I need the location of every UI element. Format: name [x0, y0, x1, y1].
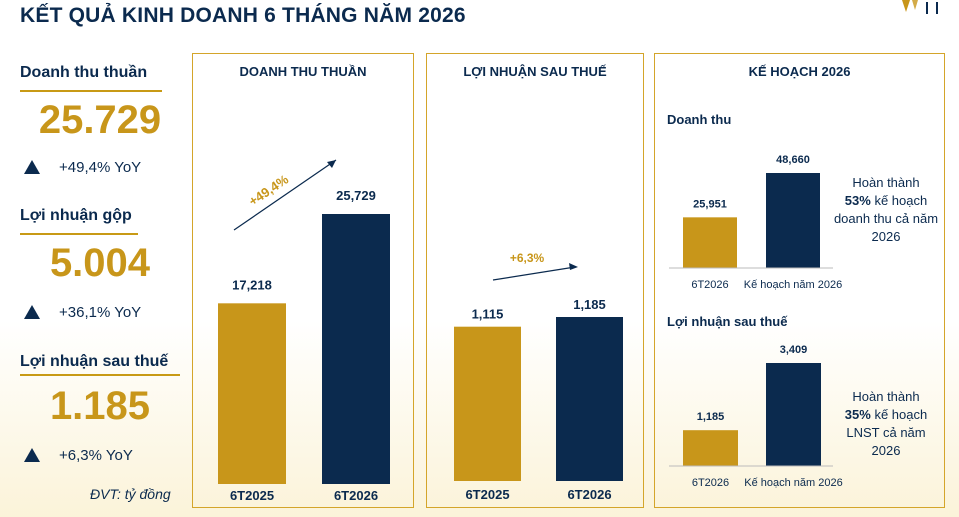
category-label: 6T2026: [334, 488, 378, 503]
category-label: 6T2026: [567, 487, 611, 502]
panel-title: DOANH THU THUẦN: [239, 64, 367, 79]
growth-arrow-line: [233, 159, 337, 231]
bar: [556, 317, 623, 481]
kpi-yoy: +6,3% YoY: [59, 447, 133, 464]
growth-annotation: +6,3%: [510, 251, 545, 265]
revenue-chart: 17,218 6T2025 25,729 6T2026 +49,4%: [218, 159, 390, 503]
kpi-value: 25.729: [38, 98, 162, 142]
note-pre: Hoàn thành: [852, 389, 920, 404]
category-label: 6T2026: [691, 279, 728, 291]
panel-net-profit: LỢI NHUẬN SAU THUẾ 1,115 6T2025 1,185 6T202…: [426, 53, 644, 508]
arrow-head-icon: [327, 160, 336, 168]
bar-value-label: 25,951: [693, 198, 727, 210]
kpi-yoy: +49,4% YoY: [59, 159, 142, 176]
plan-revenue-note: Hoàn thành 53% kế hoạch doanh thu cả năm…: [831, 174, 941, 246]
kpi-label: Lợi nhuận sau thuế: [20, 353, 169, 370]
company-logo: [902, 0, 938, 14]
kpi-value: 5.004: [49, 241, 151, 285]
panel-title: LỢI NHUẬN SAU THUẾ: [463, 64, 607, 79]
bar-value-label: 25,729: [336, 188, 376, 203]
plan-revenue-title: Doanh thu: [667, 112, 732, 127]
plan-profit-title: Lợi nhuận sau thuế: [667, 314, 788, 329]
bar: [683, 430, 738, 466]
bar-value-label: 17,218: [232, 277, 272, 292]
note-pct: 35%: [844, 407, 871, 422]
category-label: 6T2025: [465, 487, 509, 502]
kpi-label: Lợi nhuận gộp: [20, 207, 132, 224]
plan-profit-note: Hoàn thành 35% kế hoạch LNST cả năm 2026: [831, 388, 941, 460]
panel-revenue: DOANH THU THUẦN 17,218 6T2025 25,729 6T2026…: [192, 53, 414, 508]
note-pct: 53%: [844, 193, 871, 208]
plan-revenue-chart: 25,951 6T2026 48,660 Kế hoạch năm 2026: [669, 154, 842, 291]
bar-value-label: 1,115: [472, 307, 504, 322]
arrow-head-icon: [569, 263, 578, 270]
kpi-value: 1.185: [49, 384, 151, 428]
up-triangle-icon: [24, 305, 40, 319]
category-label: Kế hoạch năm 2026: [744, 279, 842, 291]
bar: [766, 173, 820, 268]
note-post: kế hoạch LNST cả năm 2026: [846, 407, 928, 458]
growth-arrow-line: [492, 266, 576, 281]
kpi-underline: [20, 90, 162, 92]
category-label: Kế hoạch năm 2026: [744, 477, 842, 489]
note-pre: Hoàn thành: [852, 175, 920, 190]
kpi-underline: [20, 374, 180, 376]
kpi-yoy: +36,1% YoY: [59, 304, 142, 321]
panel-plan: KẾ HOẠCH 2026 Doanh thu Lợi nhuận sau th…: [654, 53, 945, 508]
bar-value-label: 3,409: [780, 344, 808, 356]
bar: [454, 326, 521, 481]
bar-value-label: 48,660: [776, 154, 810, 166]
bar: [322, 214, 390, 484]
bar-value-label: 1,185: [697, 411, 725, 423]
up-triangle-icon: [24, 160, 40, 174]
unit-note: ĐVT: tỷ đồng: [90, 486, 171, 502]
bar: [766, 363, 821, 466]
plan-profit-chart: 1,185 6T2026 3,409 Kế hoạch năm 2026: [669, 344, 843, 489]
note-post: kế hoạch doanh thu cả năm 2026: [833, 193, 939, 244]
growth-annotation: +49,4%: [246, 171, 292, 209]
net-profit-chart: 1,115 6T2025 1,185 6T2026 +6,3%: [454, 251, 623, 502]
category-label: 6T2025: [230, 488, 274, 503]
bar: [218, 303, 286, 484]
page-title: KẾT QUẢ KINH DOANH 6 THÁNG NĂM 2026: [20, 4, 466, 27]
bar: [683, 217, 737, 268]
up-triangle-icon: [24, 448, 40, 462]
panel-title: KẾ HOẠCH 2026: [748, 64, 851, 79]
category-label: 6T2026: [692, 477, 729, 489]
bar-value-label: 1,185: [573, 297, 606, 312]
kpi-underline: [20, 233, 138, 235]
kpi-label: Doanh thu thuần: [20, 64, 148, 81]
